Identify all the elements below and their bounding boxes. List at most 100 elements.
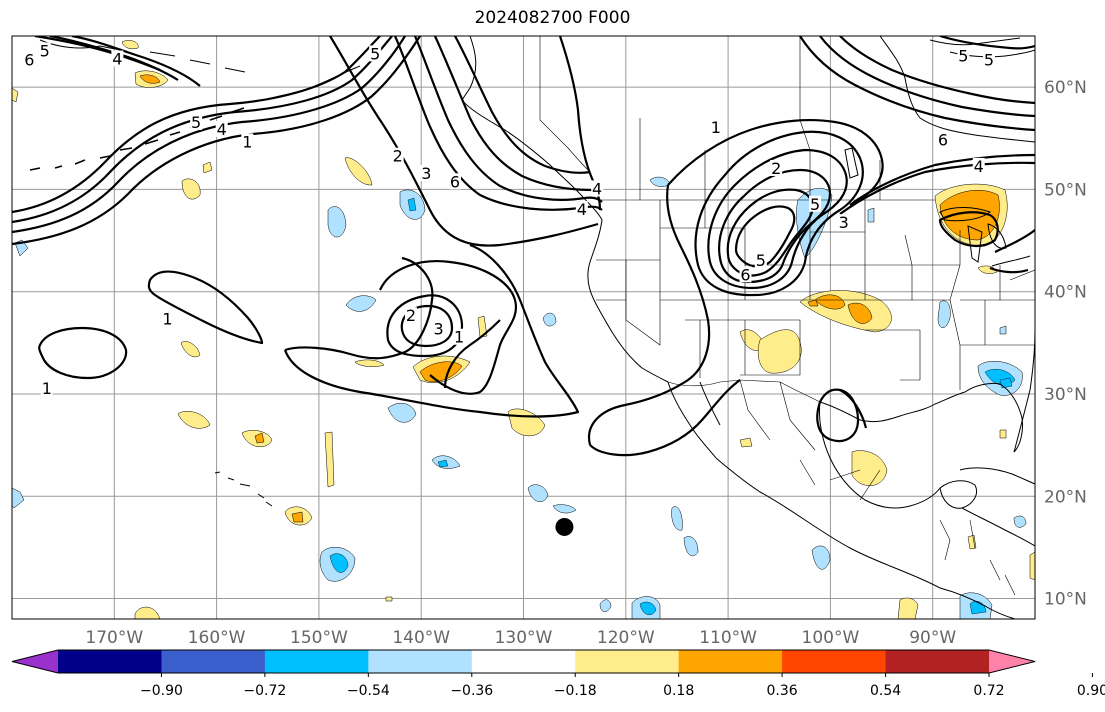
colorbar-tick-label: −0.36 <box>450 683 493 699</box>
central-america-borders <box>939 519 1016 596</box>
colorbar-tick-label: −0.54 <box>347 683 390 699</box>
map-title: 2024082700 F000 <box>474 8 631 28</box>
longitude-labels: 170°W 160°W 150°W 140°W 130°W 120°W 110°W 100°W… <box>85 628 956 648</box>
contour-line <box>839 161 1035 215</box>
strong-negative-patch <box>999 377 1013 389</box>
colorbar: −0.90 −0.72 −0.54 −0.36 −0.18 0.18 0.36 0.54 0.7… <box>11 649 1105 699</box>
contour-label-background <box>161 310 174 327</box>
positive-anomaly-patch <box>967 534 977 550</box>
contour-line <box>816 388 860 443</box>
colorbar-segment <box>264 650 369 673</box>
contour-label-background <box>837 214 850 231</box>
mexico-state-lines <box>739 379 881 501</box>
positive-anomaly-patch <box>851 450 888 486</box>
latitude-labels: 60°N 50°N 40°N 30°N 20°N 10°N <box>1044 78 1087 609</box>
colorbar-tick-label: −0.90 <box>140 683 183 699</box>
contour-line <box>839 389 868 429</box>
contour-line <box>413 36 603 203</box>
positive-anomaly-patch <box>477 315 488 338</box>
positive-anomaly-patch <box>354 359 385 367</box>
colorbar-tick-label: −0.72 <box>243 683 286 699</box>
colorbar-segment <box>471 650 576 673</box>
contour-line <box>284 256 434 360</box>
contour-value-label: 5 <box>370 44 380 63</box>
contour-value-label: 5 <box>191 113 201 132</box>
colorbar-segment <box>368 650 473 673</box>
negative-anomaly-patch <box>937 300 951 328</box>
strong-positive-patch <box>847 302 873 324</box>
contour-value-label: 4 <box>592 179 602 198</box>
colorbar-outline <box>11 649 1036 674</box>
contour-label-background <box>770 159 783 176</box>
strong-positive-patch <box>139 74 161 84</box>
lake-winnipeg <box>844 147 859 179</box>
contour-label-background <box>448 173 461 190</box>
contour-label-background <box>369 45 382 62</box>
contour-line <box>386 294 464 358</box>
negative-anomaly-patch <box>599 599 612 612</box>
contour-line <box>38 326 128 380</box>
contour-value-label: 1 <box>42 379 52 398</box>
latitude-tick-label: 60°N <box>1044 78 1087 98</box>
contour-value-label: 6 <box>740 265 750 284</box>
negative-anomaly-patch <box>552 504 577 514</box>
contour-value-label: 4 <box>112 50 122 69</box>
longitude-tick-label: 150°W <box>290 628 348 648</box>
contour-value-label: 4 <box>217 120 227 139</box>
strong-positive-patch <box>807 299 819 307</box>
positive-anomaly-patch <box>134 606 161 619</box>
contour-line <box>443 319 501 389</box>
colorbar-extend-high <box>989 650 1035 673</box>
strong-negative-patch <box>329 553 349 573</box>
contour-value-label: 5 <box>958 46 968 65</box>
contour-label-background <box>809 195 822 212</box>
latitude-tick-label: 50°N <box>1044 180 1087 200</box>
colorbar-tick-label: 0.18 <box>663 683 694 699</box>
contour-line <box>849 153 1035 206</box>
negative-anomaly-patch <box>327 206 347 238</box>
contour-line <box>726 188 814 277</box>
negative-anomaly-patch <box>811 545 831 570</box>
positive-anomaly-patch <box>897 597 919 619</box>
contour-value-label: 3 <box>421 164 431 183</box>
contour-value-label: 6 <box>450 172 460 191</box>
colorbar-segment <box>161 650 266 673</box>
storm-center-marker <box>555 517 574 536</box>
contour-value-label: 2 <box>771 159 781 178</box>
contour-label-background <box>391 147 404 164</box>
contour-line <box>558 36 602 211</box>
contour-line <box>434 36 593 192</box>
positive-anomaly-patch <box>177 411 211 429</box>
central-america-coastline <box>939 507 1035 619</box>
contour-value-label: 5 <box>984 51 994 70</box>
cuba-island <box>959 467 1035 485</box>
contour-label-background <box>241 133 254 150</box>
hudson-bay-coast <box>879 36 1035 143</box>
colorbar-tick-label: 0.90 <box>1077 683 1105 699</box>
contour-value-label: 4 <box>974 157 984 176</box>
strong-positive-patch <box>814 294 846 310</box>
contour-value-label: 3 <box>433 320 443 339</box>
strong-positive-patch <box>254 432 265 444</box>
contour-value-label: 2 <box>393 147 403 166</box>
contour-value-label: 6 <box>24 51 34 70</box>
longitude-tick-label: 110°W <box>699 628 757 648</box>
negative-anomaly-patch <box>683 536 699 557</box>
positive-anomaly-patch <box>12 87 19 103</box>
negative-anomaly-patch <box>999 325 1007 335</box>
colorbar-tick-label: 0.54 <box>870 683 901 699</box>
contour-line <box>454 36 591 174</box>
colorbar-segment <box>575 650 680 673</box>
florida-peninsula <box>964 382 1023 453</box>
contour-line <box>12 36 406 234</box>
contour-label-background <box>23 51 36 68</box>
negative-anomaly-patch <box>527 484 549 502</box>
longitude-tick-label: 130°W <box>495 628 553 648</box>
colorbar-tick-label: 0.72 <box>973 683 1004 699</box>
strong-positive-patch <box>291 511 304 523</box>
us-west-coastline <box>587 219 669 383</box>
canada-provinces <box>639 36 881 200</box>
contour-value-label: 1 <box>454 328 464 347</box>
latitude-tick-label: 20°N <box>1044 487 1087 507</box>
